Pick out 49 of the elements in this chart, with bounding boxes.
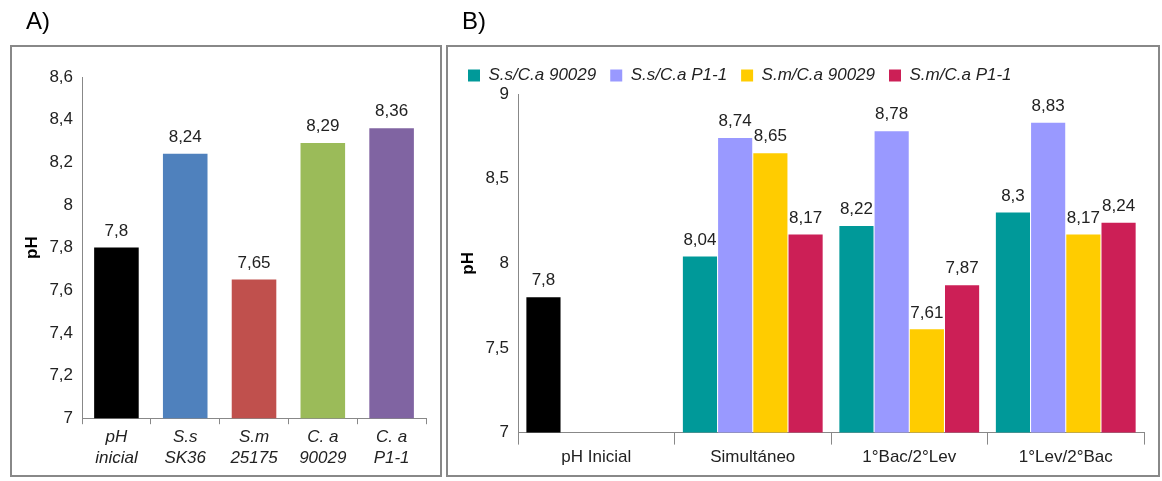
legend-label: S.s/C.a P1-1	[630, 65, 728, 85]
y-axis-title: pH	[21, 236, 41, 259]
chart-title: B)	[462, 7, 486, 35]
x-tick-label: S.s SK36	[164, 427, 207, 467]
x-tick-label: Simultáneo	[710, 447, 796, 467]
legend-label: S.m/C.a 90029	[761, 65, 876, 85]
data-label: 8,65	[753, 126, 787, 146]
x-tick-label: C. a 90029	[299, 427, 347, 467]
data-label: 8,04	[683, 229, 717, 249]
y-tick-label: 8,5	[485, 168, 510, 188]
data-label: 8,24	[168, 126, 202, 146]
data-label: 7,61	[910, 302, 944, 322]
chart-title: A)	[26, 7, 50, 35]
legend-label: S.m/C.a P1-1	[909, 65, 1012, 85]
y-tick-label: 8	[63, 194, 74, 214]
y-tick-label: 7,4	[49, 322, 74, 342]
data-label: 8,17	[1066, 207, 1100, 227]
x-tick-label: S.m 25175	[229, 427, 279, 467]
data-label: 8,78	[875, 104, 909, 124]
data-label: 7,65	[237, 252, 271, 272]
y-tick-label: 8	[499, 252, 510, 272]
x-tick-label: C. a P1-1	[373, 427, 410, 467]
x-tick-label: 1°Bac/2°Lev	[862, 447, 957, 467]
y-tick-label: 7,2	[49, 365, 74, 385]
y-tick-label: 7,5	[485, 337, 510, 357]
data-label: 8,17	[789, 207, 823, 227]
data-label: 8,22	[839, 199, 873, 219]
x-tick-label: pH Inicial	[561, 447, 632, 467]
y-axis-title: pH	[457, 251, 477, 275]
y-tick-label: 7,8	[49, 237, 74, 257]
legend-label: S.s/C.a 90029	[488, 65, 597, 85]
data-label: 7,8	[104, 220, 129, 240]
y-tick-label: 7	[499, 422, 510, 442]
data-label: 8,36	[375, 101, 409, 121]
data-label: 8,83	[1031, 95, 1065, 115]
y-tick-label: 8,6	[49, 66, 74, 86]
data-label: 7,8	[531, 270, 556, 290]
x-tick-label: 1°Lev/2°Bac	[1018, 447, 1114, 467]
y-tick-label: 8,2	[49, 151, 74, 171]
x-tick-label: pH inicial	[95, 427, 139, 467]
data-label: 8,74	[718, 111, 752, 131]
y-tick-label: 8,4	[49, 109, 74, 129]
y-tick-label: 7	[63, 407, 74, 427]
data-label: 8,24	[1102, 195, 1136, 215]
y-tick-label: 7,6	[49, 279, 74, 299]
data-label: 8,3	[1001, 185, 1025, 205]
y-tick-label: 9	[499, 83, 510, 103]
data-label: 8,29	[306, 116, 340, 136]
data-label: 7,87	[945, 258, 979, 278]
